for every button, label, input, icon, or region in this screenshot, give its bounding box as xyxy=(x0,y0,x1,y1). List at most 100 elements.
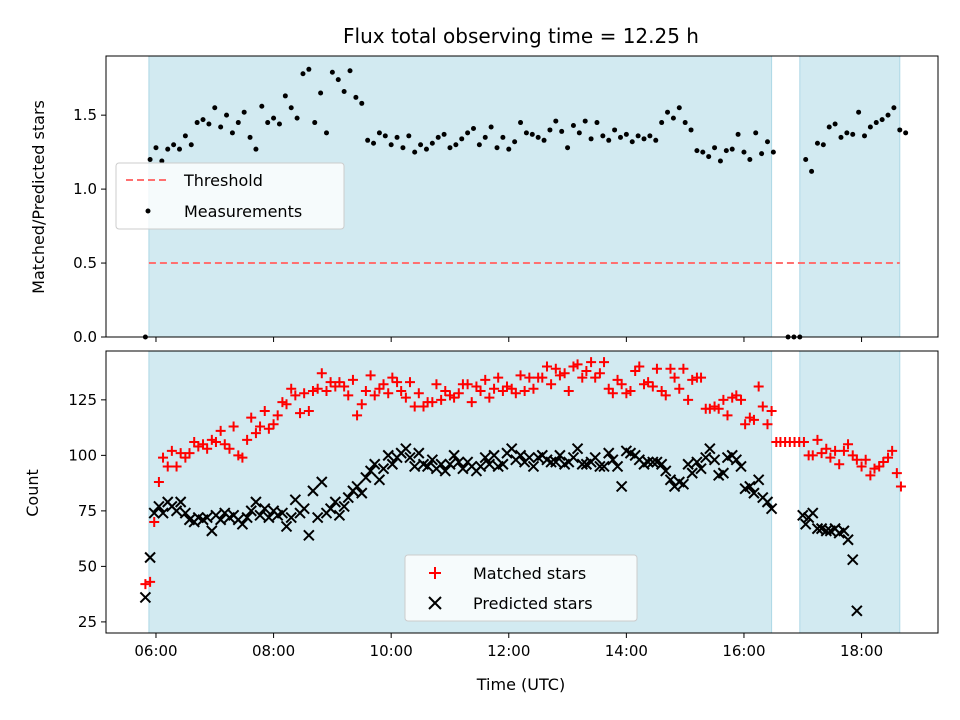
measurement-point xyxy=(676,105,682,111)
matched-legend-swatch xyxy=(429,567,441,579)
predicted-star-point xyxy=(157,507,169,519)
measurement-point xyxy=(171,142,177,148)
predicted-star-point xyxy=(594,460,606,473)
measurement-point xyxy=(553,118,559,124)
measurement-point xyxy=(441,131,447,137)
matched-star-point xyxy=(215,425,226,436)
measurement-point xyxy=(617,134,623,140)
predicted-star-point xyxy=(820,525,832,537)
matched-star-point xyxy=(887,445,898,456)
measurement-point xyxy=(323,130,329,136)
measurement-point xyxy=(429,140,435,146)
matched-star-point xyxy=(316,368,327,379)
predicted-stars-points xyxy=(140,444,863,617)
predicted-star-point xyxy=(488,449,500,462)
matched-star-point xyxy=(616,379,627,390)
predicted-star-point xyxy=(148,507,160,519)
matched-star-point xyxy=(696,372,707,383)
matched-star-point xyxy=(493,372,504,383)
measurement-point xyxy=(418,142,424,148)
predicted-star-point xyxy=(523,451,536,464)
measurement-point xyxy=(582,118,588,124)
measurement-point xyxy=(341,88,347,94)
matched-star-point xyxy=(436,394,447,405)
bottom-y-tick-label: 75 xyxy=(78,502,97,520)
matched-star-point xyxy=(449,392,460,403)
predicted-star-point xyxy=(589,451,601,464)
measurement-points xyxy=(142,66,909,340)
predicted-star-point xyxy=(241,511,253,524)
measurement-point xyxy=(382,133,388,139)
matched-star-point xyxy=(599,357,610,368)
matched-star-point xyxy=(812,434,823,445)
matched-star-point xyxy=(431,379,442,390)
measurement-point xyxy=(682,120,688,126)
measurement-point xyxy=(494,145,500,151)
measurement-point xyxy=(565,145,571,151)
predicted-star-point xyxy=(413,447,425,459)
matched-star-point xyxy=(766,405,777,416)
matched-star-point xyxy=(762,419,773,430)
x-tick-label: 18:00 xyxy=(840,642,883,660)
matched-star-point xyxy=(895,481,906,492)
bottom-y-tick-label: 50 xyxy=(78,557,97,575)
matched-star-point xyxy=(140,579,151,590)
measurement-point xyxy=(641,136,647,142)
top-y-tick-label: 0.5 xyxy=(73,254,97,272)
measurement-point xyxy=(706,154,712,160)
predicted-star-point xyxy=(717,467,730,479)
predicted-star-point xyxy=(254,509,266,522)
top-axes-frame xyxy=(105,55,939,338)
matched-star-point xyxy=(303,405,314,416)
predicted-star-point xyxy=(263,511,275,524)
measurement-point xyxy=(153,145,159,151)
predicted-star-point xyxy=(448,449,460,462)
predicted-star-point xyxy=(338,500,350,513)
matched-star-point xyxy=(753,381,764,392)
matched-star-point xyxy=(651,363,662,374)
measurement-point xyxy=(518,120,524,126)
matched-star-point xyxy=(883,452,894,463)
matched-star-point xyxy=(718,394,729,405)
predicted-star-point xyxy=(316,476,328,488)
matched-star-point xyxy=(669,372,680,383)
predicted-star-point xyxy=(324,502,337,515)
matched-star-point xyxy=(563,385,574,396)
predicted-star-point xyxy=(695,462,707,475)
measurement-point xyxy=(694,148,700,154)
measurement-point xyxy=(459,136,465,142)
matched-star-point xyxy=(860,454,871,465)
measurement-point xyxy=(759,151,765,157)
measurement-point xyxy=(212,105,218,111)
measurement-point xyxy=(541,137,547,143)
measurement-point xyxy=(241,109,247,115)
matched-star-point xyxy=(830,445,841,456)
measurement-point xyxy=(423,146,429,152)
matched-star-point xyxy=(577,372,588,383)
measurement-point xyxy=(600,133,606,139)
measurement-point xyxy=(359,100,365,106)
measurements-legend-swatch xyxy=(145,208,151,214)
matched-star-point xyxy=(383,388,394,399)
measurement-point xyxy=(470,125,476,131)
predicted-star-point xyxy=(453,456,465,468)
predicted-star-point xyxy=(426,454,439,466)
measurement-point xyxy=(182,133,188,139)
predicted-star-point xyxy=(797,509,809,522)
measurement-point xyxy=(770,149,776,155)
measurement-point xyxy=(394,134,400,140)
predicted-star-point xyxy=(285,511,297,524)
measurement-point xyxy=(335,77,341,83)
matched-star-point xyxy=(687,374,698,385)
matched-star-point xyxy=(524,372,535,383)
predicted-star-point xyxy=(303,529,315,542)
predicted-star-point xyxy=(735,460,747,473)
x-axis-label: Time (UTC) xyxy=(476,675,565,694)
x-tick-label: 06:00 xyxy=(134,642,177,660)
bottom-legend-box xyxy=(404,554,638,622)
predicted-star-point xyxy=(647,456,659,468)
predicted-star-point xyxy=(642,456,654,468)
measurement-point xyxy=(276,121,282,127)
predicted-star-point xyxy=(607,454,619,466)
predicted-star-point xyxy=(611,460,624,473)
